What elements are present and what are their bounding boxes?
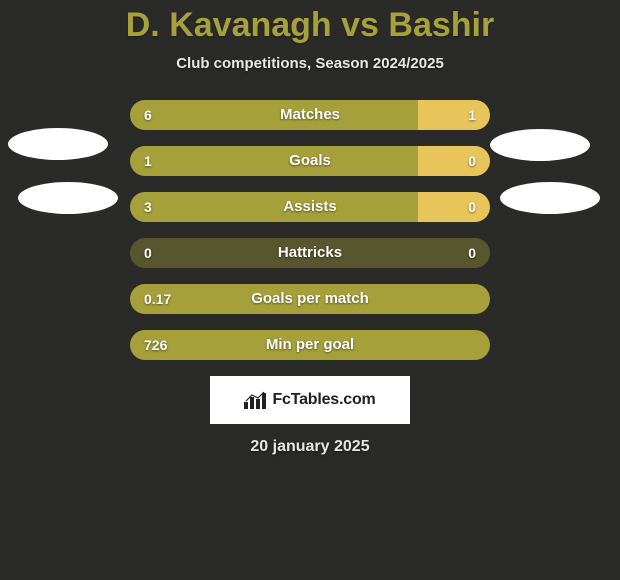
player-ellipse [500, 182, 600, 214]
stat-bar [130, 330, 490, 360]
stat-bar-left [130, 146, 418, 176]
player-ellipse [490, 129, 590, 161]
stat-bar-left [130, 100, 418, 130]
player-ellipse [8, 128, 108, 160]
player-ellipse [18, 182, 118, 214]
page-title: D. Kavanagh vs Bashir [0, 6, 620, 45]
stat-row: Goals per match0.17 [130, 284, 490, 314]
fctables-chart-icon [244, 391, 266, 409]
stat-bar-right [418, 192, 490, 222]
stat-bar [130, 146, 490, 176]
stats-inner: Matches61 Goals10 Assists30 Hattricks00 Goal… [130, 100, 490, 360]
date-label: 20 january 2025 [0, 438, 620, 456]
stat-bar [130, 192, 490, 222]
stat-bar [130, 284, 490, 314]
stat-bar-left [130, 330, 490, 360]
stat-row: Assists30 [130, 192, 490, 222]
stat-bar-right [418, 146, 490, 176]
stat-bar [130, 238, 490, 268]
stat-bar [130, 100, 490, 130]
stat-row: Goals10 [130, 146, 490, 176]
page-subtitle: Club competitions, Season 2024/2025 [0, 55, 620, 72]
stat-bar-left [130, 192, 418, 222]
stat-bar-right [418, 100, 490, 130]
stat-bar-left [130, 284, 490, 314]
stat-row: Min per goal726 [130, 330, 490, 360]
stat-row: Hattricks00 [130, 238, 490, 268]
footer-logo[interactable]: FcTables.com [210, 376, 410, 424]
footer-logo-text: FcTables.com [272, 391, 375, 409]
stat-row: Matches61 [130, 100, 490, 130]
comparison-card: D. Kavanagh vs Bashir Club competitions,… [0, 6, 620, 580]
